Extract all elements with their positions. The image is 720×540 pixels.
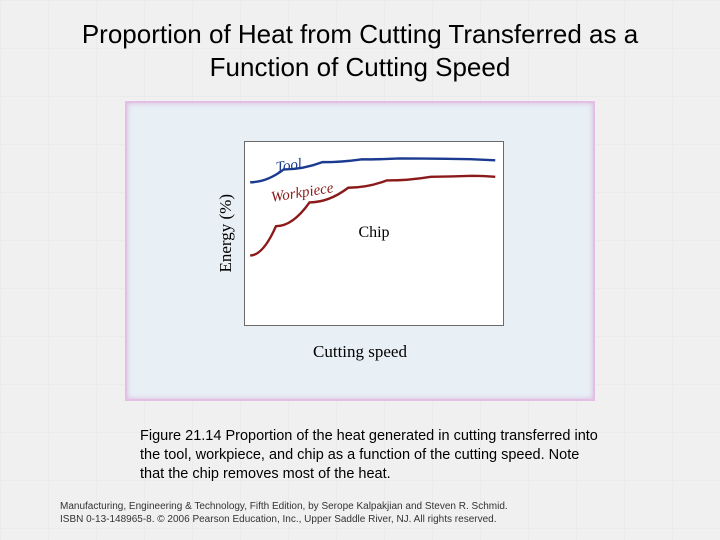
figure-frame: Energy (%) Tool Workpiece Chip Cutting s… bbox=[125, 101, 595, 401]
footer: Manufacturing, Engineering & Technology,… bbox=[60, 500, 660, 526]
x-axis-label: Cutting speed bbox=[313, 342, 407, 362]
plot-wrap: Energy (%) Tool Workpiece Chip Cutting s… bbox=[216, 141, 504, 362]
footer-line-1: Manufacturing, Engineering & Technology,… bbox=[60, 500, 660, 513]
y-axis-label: Energy (%) bbox=[216, 194, 236, 273]
region-label-chip: Chip bbox=[358, 224, 389, 242]
plot-row: Energy (%) Tool Workpiece Chip bbox=[216, 141, 504, 326]
axes-box: Tool Workpiece Chip bbox=[244, 141, 504, 326]
footer-line-2: ISBN 0-13-148965-8. © 2006 Pearson Educa… bbox=[60, 513, 660, 526]
page-title: Proportion of Heat from Cutting Transfer… bbox=[30, 18, 690, 83]
figure-caption: Figure 21.14 Proportion of the heat gene… bbox=[140, 427, 600, 484]
slide: Proportion of Heat from Cutting Transfer… bbox=[0, 0, 720, 540]
